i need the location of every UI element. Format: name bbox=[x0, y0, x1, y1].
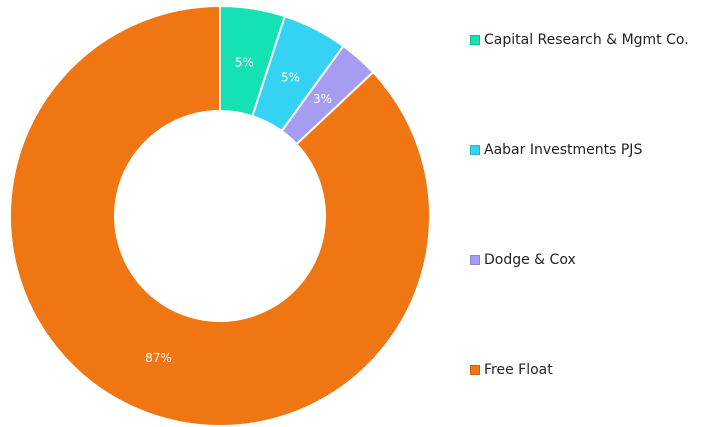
slice-label: 3% bbox=[313, 92, 332, 106]
legend-swatch bbox=[470, 255, 480, 265]
slice bbox=[9, 4, 431, 427]
legend-swatch bbox=[470, 35, 480, 45]
legend-swatch bbox=[470, 145, 480, 155]
legend-item: Capital Research & Mgmt Co. bbox=[470, 30, 706, 50]
legend-item: Dodge & Cox bbox=[470, 250, 706, 270]
legend-label: Dodge & Cox bbox=[484, 252, 576, 268]
legend-label: Capital Research & Mgmt Co. bbox=[484, 32, 689, 48]
legend-label: Aabar Investments PJS bbox=[484, 142, 643, 158]
legend-label: Free Float bbox=[484, 362, 553, 378]
legend-item: Aabar Investments PJS bbox=[470, 140, 706, 160]
slice-label: 5% bbox=[281, 70, 300, 84]
legend-swatch bbox=[470, 365, 480, 375]
slice-label: 5% bbox=[235, 55, 254, 69]
slice-label: 87% bbox=[145, 351, 172, 365]
legend-item: Free Float bbox=[470, 360, 706, 380]
